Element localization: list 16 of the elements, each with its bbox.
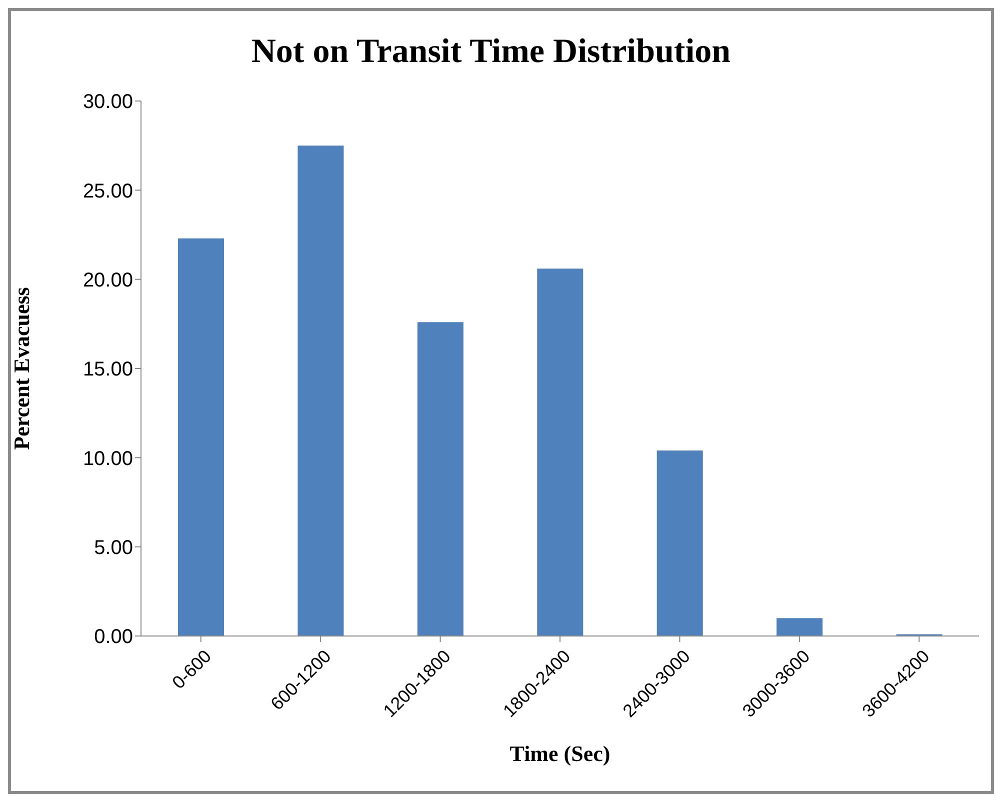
bar	[537, 268, 584, 636]
bar	[776, 618, 823, 636]
y-tick-label: 20.00	[82, 269, 133, 292]
y-tick-label: 30.00	[82, 91, 133, 114]
chart-title: Not on Transit Time Distribution	[250, 33, 732, 71]
bar	[417, 322, 464, 636]
y-tick-label: 25.00	[82, 180, 133, 202]
y-tick-label: 5.00	[94, 536, 133, 559]
bar	[656, 450, 703, 636]
bar	[298, 146, 344, 636]
y-axis-title: Percent Evacuess	[8, 286, 34, 450]
y-tick-label: 10.00	[82, 448, 133, 470]
bar	[178, 238, 224, 636]
y-tick-label: 0.00	[94, 626, 133, 648]
x-axis-title: Time (Sec)	[510, 741, 610, 766]
y-tick-label: 15.00	[82, 358, 133, 381]
